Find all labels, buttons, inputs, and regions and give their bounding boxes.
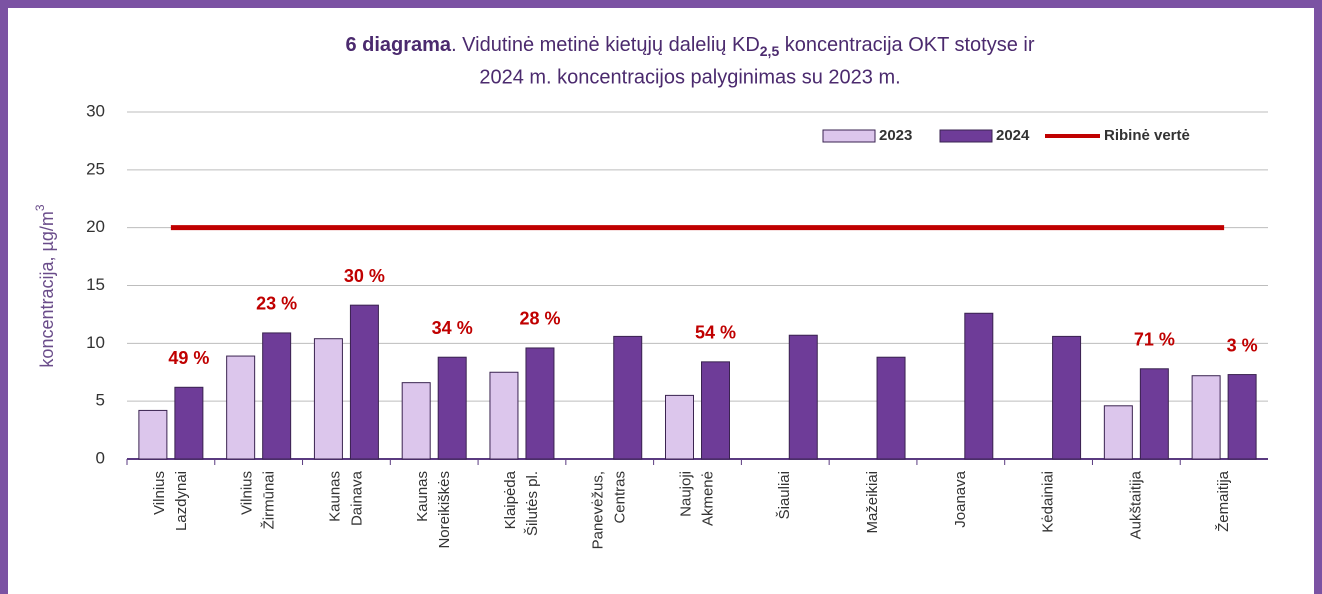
chart-title-line2: 2024 m. koncentracijos palyginimas su 20… [479, 66, 900, 88]
x-tick-label: Kaunas [414, 471, 431, 522]
change-label: 54 % [695, 323, 736, 343]
legend-swatch [939, 129, 993, 143]
y-tick-label: 10 [86, 333, 105, 352]
y-tick-label: 5 [96, 391, 105, 410]
x-tick-label: Akmenė [699, 471, 716, 526]
legend-label: Ribinė vertė [1104, 127, 1190, 144]
x-tick-label: Lazdynai [173, 471, 190, 531]
x-tick-label: Aukštaitija [1127, 470, 1144, 539]
y-axis-label: koncentracija, µg/m3 [33, 204, 57, 367]
bar [262, 332, 292, 460]
x-tick-label: Šiauliai [776, 471, 793, 519]
bar [525, 347, 555, 460]
x-tick-label: Šilutės pl. [524, 471, 541, 536]
change-label: 3 % [1227, 335, 1258, 355]
x-tick-label: Klaipėda [502, 470, 519, 529]
title-sub: 2,5 [760, 43, 780, 59]
bar [401, 382, 431, 460]
x-tick-label: Kaunas [326, 471, 343, 522]
x-tick-label: Centras [612, 471, 629, 524]
bar [1191, 375, 1221, 460]
y-tick-label: 15 [86, 275, 105, 294]
y-tick-label: 0 [96, 448, 105, 467]
x-tick-label: Noreikiškės [436, 471, 453, 549]
change-label: 30 % [344, 266, 385, 286]
y-label-text: koncentracija, µg/m [37, 211, 57, 367]
x-tick-label: Joanava [952, 470, 969, 527]
x-tick-label: Žemaitija [1215, 470, 1232, 532]
bar [349, 304, 379, 460]
title-bold: 6 diagrama [345, 34, 451, 56]
legend-swatch [822, 129, 876, 143]
x-tick-label: Vilnius [239, 471, 256, 515]
x-tick-label: Mažeikiai [864, 471, 881, 534]
bar [964, 312, 994, 460]
change-label: 28 % [519, 309, 560, 329]
x-tick-label: Žirmūnai [261, 471, 278, 529]
y-tick-label: 25 [86, 159, 105, 178]
x-tick-label: Vilnius [151, 471, 168, 515]
x-tick-label: Naujoji [677, 471, 694, 517]
bar [313, 338, 343, 460]
frame-top [0, 0, 1322, 8]
x-tick-label: Panevėžus, [590, 471, 607, 549]
bar [1139, 368, 1169, 460]
bar [701, 361, 730, 460]
bar [437, 356, 467, 460]
bar [1103, 405, 1133, 460]
bar [876, 356, 906, 460]
change-label: 23 % [256, 294, 297, 314]
legend-label: 2023 [879, 127, 912, 144]
change-label: 49 % [168, 348, 209, 368]
frame-left [0, 0, 8, 594]
title-rest: koncentracija OKT stotyse ir [779, 34, 1035, 56]
legend-label: 2024 [996, 127, 1030, 144]
bar [138, 409, 168, 460]
bar [613, 335, 643, 460]
change-label: 34 % [432, 318, 473, 338]
bar [489, 371, 519, 460]
x-tick-label: Dainava [348, 470, 365, 526]
bar [226, 355, 256, 460]
bar [1227, 374, 1257, 460]
chart-title: 6 diagrama. Vidutinė metinė kietųjų dale… [345, 34, 1034, 58]
bar [665, 394, 694, 460]
y-tick-label: 30 [86, 101, 105, 120]
y-tick-label: 20 [86, 217, 105, 236]
y-label-sup: 3 [33, 204, 47, 211]
title-main: . Vidutinė metinė kietųjų dalelių KD [451, 34, 760, 56]
x-tick-label: Kėdainiai [1040, 471, 1057, 533]
change-label: 71 % [1134, 330, 1175, 350]
bar [174, 386, 204, 460]
frame-right [1314, 0, 1322, 594]
bar [1052, 335, 1082, 460]
bar [788, 334, 818, 460]
